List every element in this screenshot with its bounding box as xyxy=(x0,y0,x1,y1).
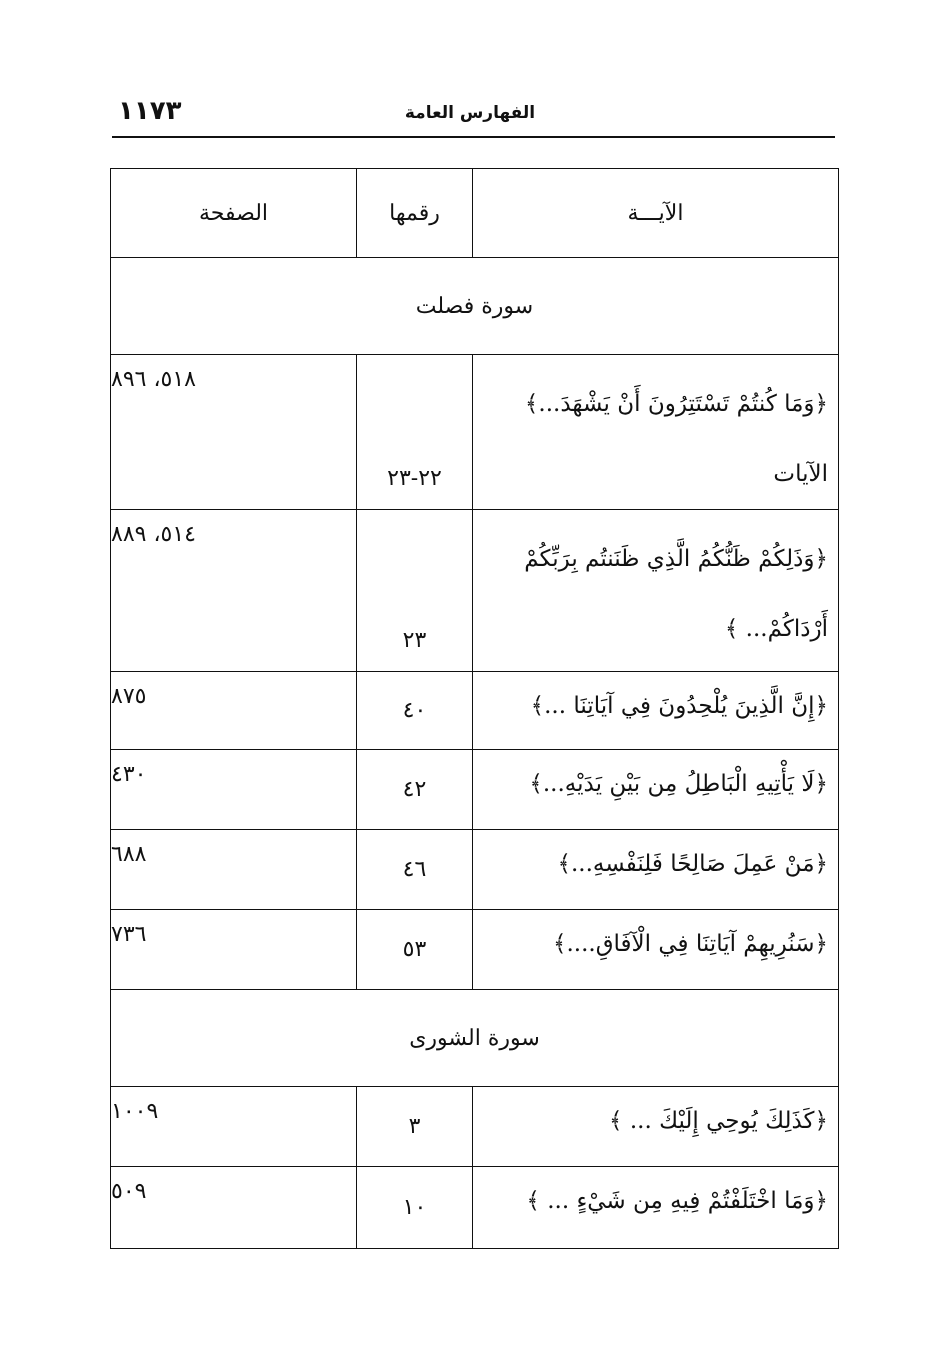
header-rule xyxy=(112,136,835,138)
table-row: ﴿سَنُرِيهِمْ آيَاتِنَا فِي الْآفَاقِ....… xyxy=(110,909,839,990)
verse-number-cell: ٣ xyxy=(356,1086,473,1167)
surah-heading-row: سورة فصلت xyxy=(110,257,839,355)
verse-cell: ﴿لَا يَأْتِيهِ الْبَاطِلُ مِن بَيْنِ يَد… xyxy=(472,749,839,830)
verse-index-table: الآيـــة رقمها الصفحة سورة فصلت ﴿وَمَا ك… xyxy=(110,168,839,1249)
page-cell: ٧٣٦ xyxy=(110,909,357,990)
column-header-verse: الآيـــة xyxy=(472,168,839,258)
table-row: ﴿وَذَلِكُمْ ظَنُّكُمُ الَّذِي ظَنَنتُم ب… xyxy=(110,509,839,672)
page-cell: ٥٠٩ xyxy=(110,1166,357,1249)
surah-heading-row: سورة الشورى xyxy=(110,989,839,1087)
verse-number-cell: ١٠ xyxy=(356,1166,473,1249)
verse-number-cell: ٤٠ xyxy=(356,671,473,750)
page-cell: ٥١٤، ٨٨٩ xyxy=(110,509,357,672)
verse-cell: ﴿سَنُرِيهِمْ آيَاتِنَا فِي الْآفَاقِ....… xyxy=(472,909,839,990)
column-header-page: الصفحة xyxy=(110,168,357,258)
verse-number-cell: ٤٦ xyxy=(356,829,473,910)
verse-number-cell: ٢٢-٢٣ xyxy=(356,354,473,510)
running-title: الفهارس العامة xyxy=(404,103,536,123)
page-number: ١١٧٣ xyxy=(118,96,182,126)
verse-number-cell: ٢٣ xyxy=(356,509,473,672)
table-row: ﴿وَمَا كُنتُمْ تَسْتَتِرُونَ أَنْ يَشْهَ… xyxy=(110,354,839,510)
table-header-row: الآيـــة رقمها الصفحة xyxy=(110,168,839,258)
surah-heading: سورة الشورى xyxy=(110,989,839,1087)
verse-number-cell: ٥٣ xyxy=(356,909,473,990)
verse-cell: ﴿وَمَا كُنتُمْ تَسْتَتِرُونَ أَنْ يَشْهَ… xyxy=(472,354,839,510)
table-row: ﴿كَذَلِكَ يُوحِي إِلَيْكَ ... ﴾ ٣ ١٠٠٩ xyxy=(110,1086,839,1167)
table-row: ﴿إِنَّ الَّذِينَ يُلْحِدُونَ فِي آيَاتِن… xyxy=(110,671,839,750)
page-cell: ١٠٠٩ xyxy=(110,1086,357,1167)
verse-cell: ﴿مَنْ عَمِلَ صَالِحًا فَلِنَفْسِهِ...﴾ xyxy=(472,829,839,910)
surah-heading: سورة فصلت xyxy=(110,257,839,355)
verse-cell: ﴿وَذَلِكُمْ ظَنُّكُمُ الَّذِي ظَنَنتُم ب… xyxy=(472,509,839,672)
page-cell: ٥١٨، ٨٩٦ xyxy=(110,354,357,510)
table-row: ﴿مَنْ عَمِلَ صَالِحًا فَلِنَفْسِهِ...﴾ ٤… xyxy=(110,829,839,910)
page-cell: ٦٨٨ xyxy=(110,829,357,910)
table-row: ﴿لَا يَأْتِيهِ الْبَاطِلُ مِن بَيْنِ يَد… xyxy=(110,749,839,830)
page-cell: ٨٧٥ xyxy=(110,671,357,750)
table-row: ﴿وَمَا اخْتَلَفْتُمْ فِيهِ مِن شَيْءٍ ..… xyxy=(110,1166,839,1249)
verse-cell: ﴿إِنَّ الَّذِينَ يُلْحِدُونَ فِي آيَاتِن… xyxy=(472,671,839,750)
page-cell: ٤٣٠ xyxy=(110,749,357,830)
verse-number-cell: ٤٢ xyxy=(356,749,473,830)
verse-cell: ﴿وَمَا اخْتَلَفْتُمْ فِيهِ مِن شَيْءٍ ..… xyxy=(472,1166,839,1249)
column-header-number: رقمها xyxy=(356,168,473,258)
verse-cell: ﴿كَذَلِكَ يُوحِي إِلَيْكَ ... ﴾ xyxy=(472,1086,839,1167)
